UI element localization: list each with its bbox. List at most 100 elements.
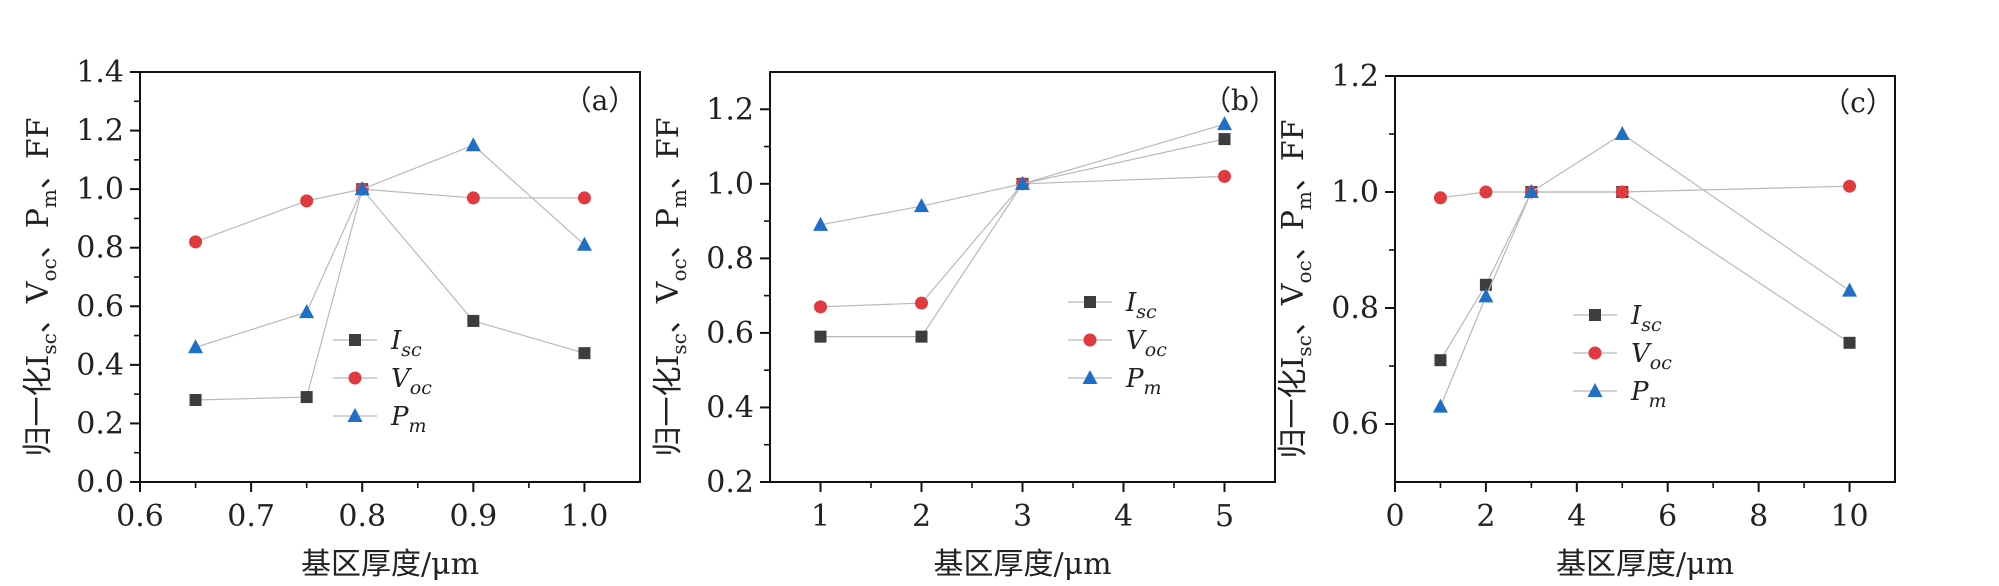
data-point — [1615, 185, 1629, 199]
plot-frame — [769, 71, 1276, 483]
x-tick-label: 1.0 — [561, 499, 609, 534]
data-point — [1218, 133, 1231, 146]
panel-b: 1 2 3 4 5 0.2 0.4 0.6 0.8 1.0 1.2 基区厚度/μm 归一化Isc、Voc… — [651, 71, 1277, 582]
x-axis-title: 基区厚度/μm — [1556, 547, 1734, 582]
data-point — [465, 137, 481, 152]
x-tick-label: 0.9 — [449, 499, 497, 534]
y-title-subscript: m — [37, 189, 61, 208]
series-line — [195, 144, 585, 348]
panel-c: 0 2 4 6 8 10 0.6 0.8 1.0 1.2 基区厚度/μm 归一化Isc、Voc、Pm、… — [1276, 59, 1896, 582]
data-point — [915, 296, 928, 310]
legend-marker — [1589, 309, 1601, 321]
y-tick-label: 1.2 — [706, 92, 754, 127]
data-point — [814, 300, 827, 314]
y-tick-label: 0.2 — [76, 406, 124, 441]
data-point — [300, 194, 314, 208]
y-title-text: 归一化I — [1276, 357, 1311, 459]
y-tick-label: 1.0 — [1331, 175, 1379, 210]
data-point — [354, 181, 370, 196]
x-tick-label: 0 — [1385, 499, 1404, 534]
legend-label: Pm — [1125, 364, 1162, 399]
data-point — [1843, 179, 1857, 193]
legend-label: Voc — [1631, 339, 1672, 374]
legend-marker — [347, 408, 363, 422]
legend-label: Pm — [390, 402, 427, 437]
data-point — [1479, 185, 1493, 199]
legend-label: Voc — [391, 364, 432, 399]
legend-label: Isc — [390, 326, 422, 361]
data-point — [1614, 126, 1630, 140]
panel-a: 0.6 0.7 0.8 0.9 1.0 0.0 0.2 0.4 0.6 0.8 1.0 1.2 1.4 基… — [21, 55, 641, 582]
y-title-text: 、P — [21, 208, 56, 258]
x-tick-label: 2 — [912, 499, 931, 534]
legend-marker — [1588, 346, 1602, 360]
data-point — [1015, 175, 1030, 190]
series-Isc — [814, 133, 1231, 343]
data-point — [1843, 336, 1856, 349]
y-title-subscript: oc — [1292, 260, 1316, 283]
y-tick-label: 0.8 — [1331, 291, 1379, 326]
y-tick-label: 0.6 — [706, 316, 754, 351]
panel-label: （b） — [1203, 84, 1277, 117]
series-line — [820, 123, 1225, 226]
data-point — [1434, 354, 1447, 367]
y-title-subscript: sc — [667, 333, 691, 354]
x-tick-label: 5 — [1215, 499, 1234, 534]
data-point — [1523, 184, 1539, 198]
y-tick-label: 0.8 — [76, 231, 124, 266]
y-tick-label: 0.6 — [76, 289, 124, 324]
plot-frame — [139, 71, 641, 483]
y-tick-label: 0.4 — [76, 348, 124, 383]
y-tick-label: 0.2 — [706, 465, 754, 500]
data-point — [188, 339, 204, 354]
y-title-text: 、FF — [651, 117, 686, 189]
data-point — [576, 236, 592, 251]
data-point — [1432, 398, 1448, 413]
y-title-subscript: oc — [667, 258, 691, 281]
data-point — [466, 191, 480, 205]
x-tick-label: 4 — [1114, 499, 1133, 534]
data-point — [814, 330, 827, 343]
x-tick-label: 0.8 — [338, 499, 386, 534]
series-Pm — [1432, 126, 1858, 413]
plot-frame — [1394, 75, 1896, 483]
series-Pm — [188, 137, 592, 354]
x-tick-label: 3 — [1013, 499, 1032, 534]
series-Voc — [1433, 179, 1857, 205]
legend-label: Isc — [1125, 288, 1157, 323]
data-point — [914, 198, 929, 213]
legend-marker — [1587, 383, 1603, 397]
legend-label: Pm — [1630, 377, 1667, 412]
y-axis-title: 归一化Isc、Voc、Pm、FF — [651, 117, 691, 456]
data-point — [1433, 191, 1447, 205]
y-tick-label: 1.2 — [1331, 59, 1379, 94]
legend-label: Isc — [1630, 301, 1662, 336]
x-tick-label: 10 — [1830, 499, 1868, 534]
y-title-text: 、FF — [21, 117, 56, 189]
legend-marker — [1084, 296, 1096, 308]
y-axis-title: 归一化Isc、Voc、Pm、FF — [1276, 119, 1316, 458]
y-title-text: 、V — [651, 280, 686, 333]
data-point — [300, 391, 313, 404]
x-tick-label: 2 — [1476, 499, 1495, 534]
data-point — [813, 216, 828, 231]
data-point — [577, 191, 591, 205]
data-point — [467, 314, 480, 327]
legend-marker — [349, 334, 361, 346]
x-tick-label: 6 — [1658, 499, 1677, 534]
x-tick-label: 1 — [811, 499, 830, 534]
series-line — [820, 138, 1225, 338]
legend-marker — [1082, 370, 1098, 384]
y-title-text: 归一化I — [651, 355, 686, 457]
y-title-text: 归一化I — [21, 355, 56, 457]
data-point — [1479, 278, 1492, 291]
x-tick-label: 4 — [1567, 499, 1586, 534]
y-axis-title: 归一化Isc、Voc、Pm、FF — [21, 117, 61, 456]
series-Isc — [189, 183, 591, 406]
legend-marker — [1083, 333, 1097, 347]
y-tick-label: 0.8 — [706, 241, 754, 276]
